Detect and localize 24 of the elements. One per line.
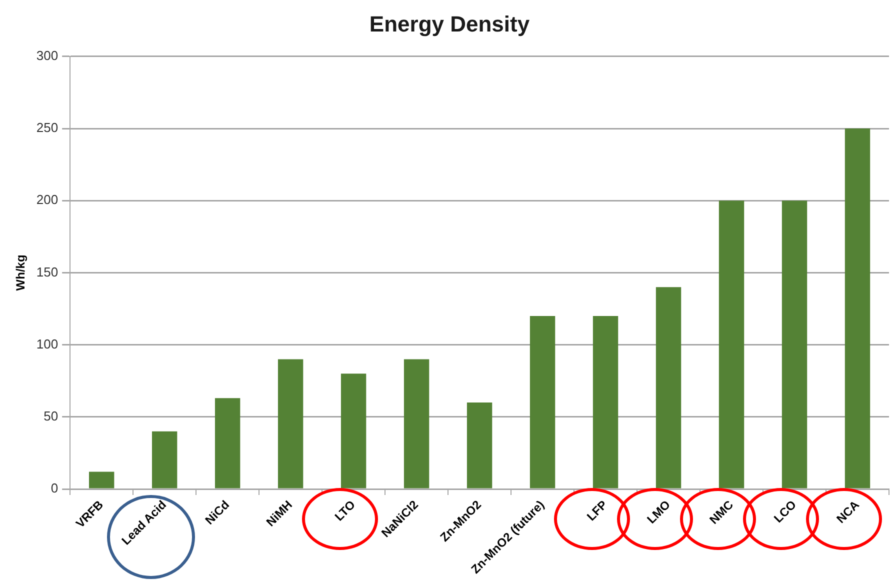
y-tick-label: 300 — [36, 48, 58, 63]
bar — [404, 359, 430, 488]
bar — [656, 287, 682, 488]
y-tick-label: 250 — [36, 120, 58, 136]
y-tick-label: 200 — [36, 192, 58, 208]
chart-title: Energy Density — [369, 11, 530, 36]
bar — [844, 128, 870, 488]
y-axis-title: Wh/kg — [14, 254, 28, 291]
y-tick-label: 100 — [36, 336, 58, 352]
bar — [340, 374, 366, 488]
y-tick-label: 150 — [36, 264, 58, 280]
y-tick-label: 50 — [44, 408, 58, 424]
bar — [530, 316, 556, 488]
x-tick-label: LTO — [332, 498, 358, 524]
bar — [466, 402, 492, 488]
bar — [718, 200, 744, 488]
bar — [88, 472, 114, 488]
bar — [782, 200, 808, 488]
bar — [152, 431, 178, 488]
bar — [278, 359, 304, 488]
x-tick-label: LFP — [584, 498, 610, 524]
bar — [592, 316, 618, 488]
bar — [214, 398, 240, 488]
y-tick-label: 0 — [50, 480, 58, 496]
